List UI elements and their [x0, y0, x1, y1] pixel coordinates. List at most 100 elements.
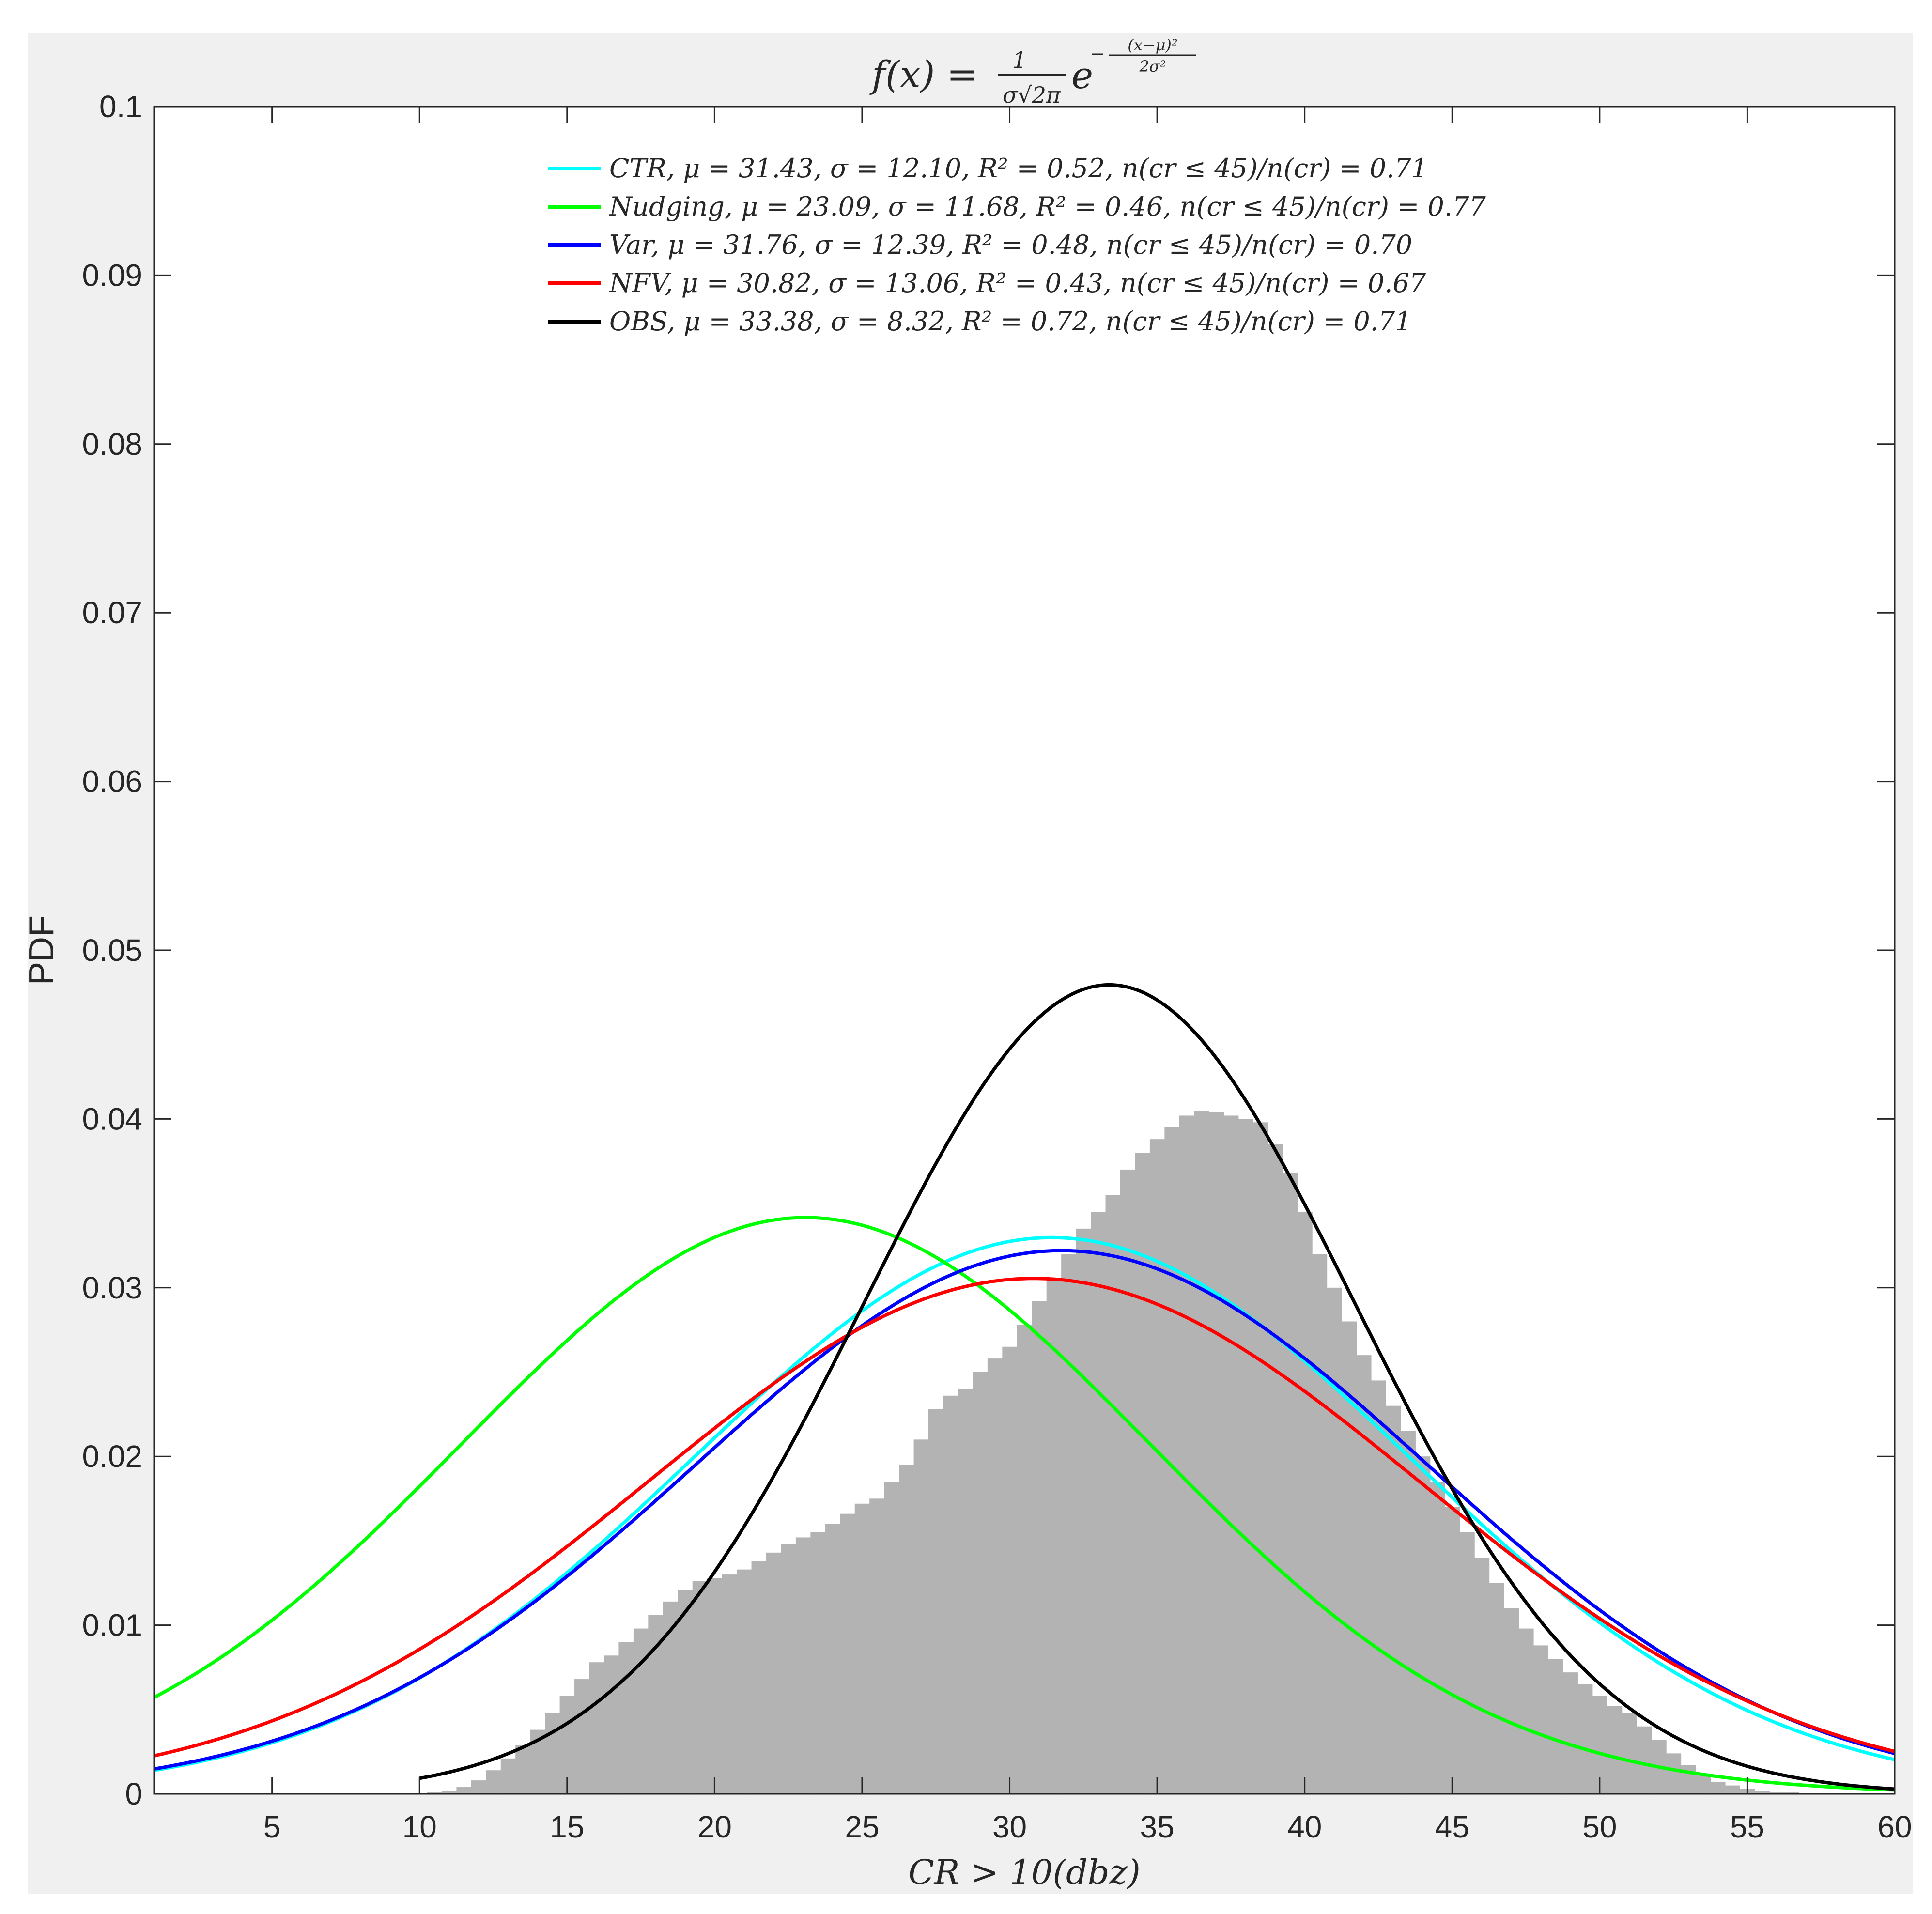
x-axis-ticks: 5 10 15 20 25 30 35 40 45 50 55 60 — [263, 107, 1912, 1844]
histogram-bar — [545, 1713, 560, 1794]
histogram-bar — [500, 1758, 516, 1794]
x-tick-label: 35 — [1140, 1809, 1175, 1844]
y-tick-label: 0.05 — [82, 933, 142, 968]
histogram-bar — [1636, 1726, 1652, 1794]
histogram-bar — [1061, 1254, 1077, 1794]
histogram-bar — [1017, 1325, 1033, 1794]
y-axis-label: PDF — [22, 915, 61, 985]
title-minus: − — [1090, 43, 1105, 64]
x-tick-label: 30 — [992, 1809, 1027, 1844]
title-frac-num: 1 — [1012, 47, 1026, 73]
histogram-bar — [1046, 1279, 1062, 1794]
histogram-bar — [1518, 1628, 1534, 1794]
histogram-bar — [1754, 1791, 1770, 1794]
legend-entry-nudging: Nudging, μ = 23.09, σ = 11.68, R² = 0.46… — [608, 191, 1486, 222]
legend-entry-obs: OBS, μ = 33.38, σ = 8.32, R² = 0.72, n(c… — [609, 306, 1412, 337]
series-line-obs — [419, 983, 1895, 1791]
histogram-bar — [1297, 1212, 1313, 1794]
histogram-bar — [692, 1581, 708, 1794]
x-tick-label: 10 — [402, 1809, 437, 1844]
y-tick-label: 0.08 — [82, 427, 142, 462]
histogram-bar — [1386, 1405, 1401, 1794]
x-tick-label: 40 — [1287, 1809, 1322, 1844]
y-tick-label: 0.07 — [82, 595, 142, 630]
histogram-bar — [1327, 1287, 1342, 1794]
histogram-bar — [1562, 1672, 1578, 1794]
y-tick-label: 0.01 — [82, 1608, 142, 1643]
histogram-bar — [1312, 1254, 1328, 1794]
histogram-bar — [574, 1679, 590, 1794]
x-tick-label: 15 — [550, 1809, 584, 1844]
y-axis-ticks: 0 0.01 0.02 0.03 0.04 0.05 0.06 0.07 0.08 0.09 0.1 — [82, 89, 1895, 1811]
histogram-bar — [1710, 1782, 1726, 1794]
histogram-bar — [987, 1358, 1003, 1794]
histogram-bar — [1238, 1119, 1253, 1794]
y-tick-label: 0 — [125, 1776, 142, 1811]
y-tick-label: 0.02 — [82, 1439, 142, 1474]
histogram-bar — [1695, 1775, 1711, 1794]
histogram-bar — [722, 1574, 737, 1794]
histogram-bar — [1120, 1169, 1136, 1794]
series-line-nfv — [154, 1277, 1895, 1758]
histogram-bar — [913, 1439, 929, 1794]
histogram-bar — [1267, 1144, 1283, 1794]
histogram-bar — [795, 1537, 811, 1794]
histogram-bar — [884, 1482, 899, 1794]
x-tick-label: 60 — [1877, 1809, 1912, 1844]
histogram-bar — [1179, 1115, 1195, 1794]
histogram-bar — [1784, 1792, 1799, 1794]
legend-entry-var: Var, μ = 31.76, σ = 12.39, R² = 0.48, n(… — [609, 230, 1412, 260]
histogram-bar — [1149, 1139, 1165, 1794]
histogram-bar — [471, 1780, 487, 1794]
histogram-bar — [1223, 1115, 1239, 1794]
histogram-bar — [766, 1552, 782, 1794]
histogram-bar — [1769, 1792, 1785, 1794]
y-tick-label: 0.03 — [82, 1270, 142, 1305]
title-e: e — [1071, 54, 1093, 97]
legend: CTR, μ = 31.43, σ = 12.10, R² = 0.52, n(… — [548, 153, 1486, 337]
y-tick-label: 0.06 — [82, 764, 142, 799]
histogram-bar — [1415, 1456, 1431, 1794]
histogram-bar — [1607, 1706, 1623, 1794]
histogram-bar — [1091, 1212, 1106, 1794]
histogram-bar — [427, 1792, 442, 1794]
x-tick-label: 55 — [1730, 1809, 1764, 1844]
histogram-bar — [678, 1590, 693, 1794]
histogram-bar — [1105, 1195, 1121, 1794]
histogram-bar — [1208, 1112, 1224, 1794]
histogram-bar — [1400, 1431, 1416, 1794]
histogram-bar — [1577, 1684, 1593, 1794]
histogram-bar — [1253, 1122, 1268, 1794]
histogram-bar — [707, 1578, 723, 1794]
chart-title: f(x) = 1 σ√2π e − (x−μ)² 2σ² — [869, 36, 1196, 108]
histogram-bar — [973, 1372, 988, 1794]
histogram — [427, 1110, 1799, 1794]
histogram-bar — [1135, 1153, 1150, 1794]
histogram-bar — [1681, 1765, 1696, 1794]
histogram-bar — [1032, 1301, 1047, 1794]
histogram-bar — [1474, 1558, 1490, 1794]
histogram-bar — [1489, 1583, 1504, 1794]
x-tick-label: 5 — [263, 1809, 281, 1844]
x-tick-label: 50 — [1582, 1809, 1617, 1844]
histogram-bar — [781, 1544, 796, 1794]
histogram-bar — [589, 1662, 604, 1794]
histogram-bar — [1503, 1608, 1519, 1794]
histogram-bar — [1725, 1785, 1740, 1794]
histogram-bar — [1076, 1228, 1091, 1794]
histogram-bar — [943, 1395, 958, 1794]
histogram-bar — [869, 1498, 885, 1794]
histogram-bar — [603, 1655, 619, 1794]
y-tick-label: 0.1 — [99, 89, 142, 124]
histogram-bar — [854, 1503, 870, 1794]
x-tick-label: 45 — [1435, 1809, 1469, 1844]
legend-entry-nfv: NFV, μ = 30.82, σ = 13.06, R² = 0.43, n(… — [608, 268, 1426, 298]
y-tick-label: 0.09 — [82, 258, 142, 293]
histogram-bar — [1459, 1532, 1475, 1794]
histogram-bar — [751, 1561, 767, 1794]
histogram-bar — [1283, 1173, 1298, 1794]
title-exp-num: (x−μ)² — [1128, 36, 1177, 54]
histogram-bar — [633, 1628, 649, 1794]
histogram-bar — [1666, 1753, 1682, 1794]
x-tick-label: 25 — [845, 1809, 879, 1844]
